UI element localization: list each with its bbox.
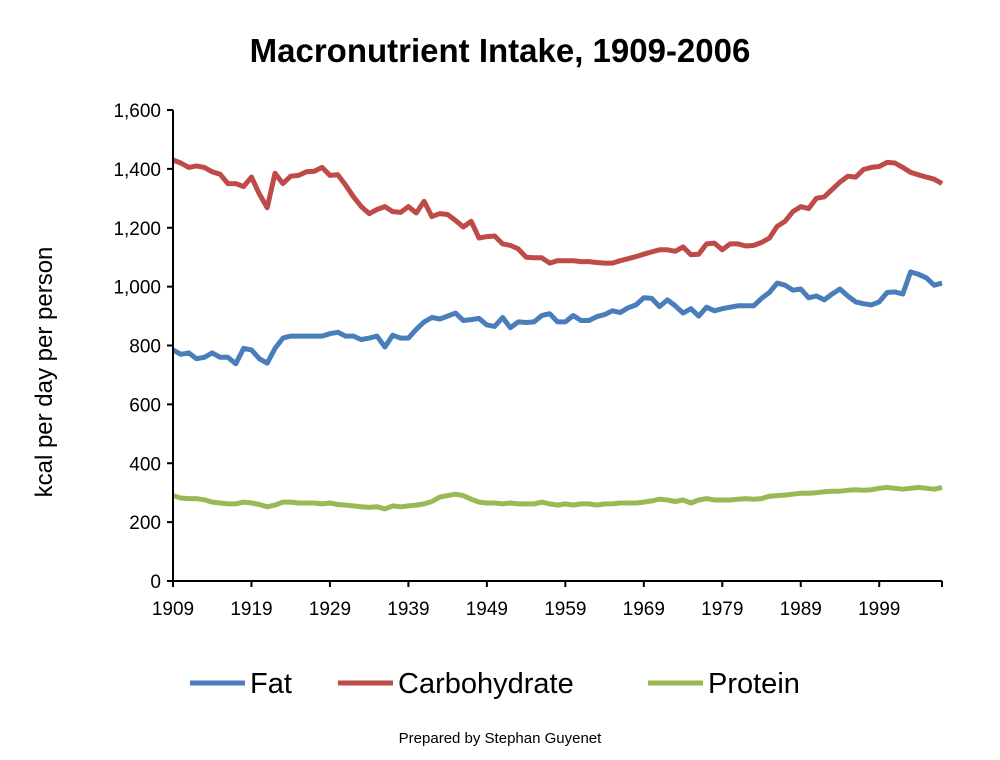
x-tick-label: 1929 — [309, 599, 351, 620]
y-axis-ticks: 0 200 400 600 800 1,000 1,200 1,400 1,600 — [113, 101, 173, 593]
series-layer — [171, 157, 944, 512]
y-tick-label: 1,400 — [113, 160, 161, 181]
x-tick-label: 1999 — [858, 599, 900, 620]
x-tick-label: 1959 — [544, 599, 586, 620]
credit-text: Prepared by Stephan Guyenet — [399, 730, 602, 747]
x-tick-label: 1939 — [387, 599, 429, 620]
x-tick-label: 1989 — [780, 599, 822, 620]
chart-title: Macronutrient Intake, 1909-2006 — [250, 32, 751, 69]
legend-label-fat: Fat — [250, 668, 292, 700]
legend: Fat Carbohydrate Protein — [190, 668, 800, 700]
x-tick-label: 1949 — [466, 599, 508, 620]
y-tick-label: 1,600 — [113, 101, 161, 122]
legend-label-carbohydrate: Carbohydrate — [398, 668, 574, 700]
y-tick-label: 1,000 — [113, 278, 161, 299]
y-axis-label: kcal per day per person — [31, 247, 58, 498]
y-tick-label: 0 — [150, 572, 161, 593]
y-tick-label: 400 — [129, 454, 161, 475]
protein-series-line — [172, 484, 943, 512]
fat-series-line — [171, 269, 943, 367]
x-tick-label: 1919 — [230, 599, 272, 620]
x-axis-ticks: 1909 1919 1929 1939 1949 1959 1969 1979 1989 1999 — [152, 581, 943, 620]
legend-label-protein: Protein — [708, 668, 800, 700]
x-tick-label: 1969 — [623, 599, 665, 620]
y-tick-label: 1,200 — [113, 219, 161, 240]
y-tick-label: 200 — [129, 513, 161, 534]
carbohydrate-series-line — [172, 157, 944, 266]
x-tick-label: 1979 — [701, 599, 743, 620]
x-tick-label: 1909 — [152, 599, 194, 620]
y-tick-label: 600 — [129, 395, 161, 416]
y-tick-label: 800 — [129, 337, 161, 358]
